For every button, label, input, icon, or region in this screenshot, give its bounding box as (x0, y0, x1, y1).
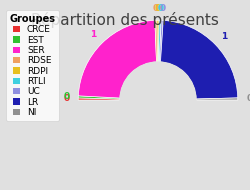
Circle shape (120, 62, 196, 138)
Wedge shape (158, 20, 161, 62)
Text: 0: 0 (63, 92, 69, 101)
Wedge shape (78, 96, 120, 99)
Text: 0: 0 (152, 4, 159, 13)
Text: 0: 0 (247, 94, 250, 103)
Text: 0: 0 (160, 4, 166, 13)
Wedge shape (155, 20, 158, 62)
Wedge shape (78, 98, 120, 100)
Text: 0: 0 (63, 94, 69, 103)
Text: 0: 0 (155, 4, 161, 13)
Text: 1: 1 (221, 32, 227, 41)
Text: 1: 1 (90, 30, 97, 39)
Text: Répartition des présents: Répartition des présents (31, 12, 219, 28)
Wedge shape (157, 20, 159, 62)
Legend: CRCE, EST, SER, RDSE, RDPI, RTLI, UC, LR, NI: CRCE, EST, SER, RDSE, RDPI, RTLI, UC, LR… (6, 10, 59, 121)
Wedge shape (196, 98, 238, 100)
Text: 0: 0 (157, 4, 164, 13)
Wedge shape (160, 20, 163, 62)
Wedge shape (160, 20, 238, 99)
Wedge shape (78, 20, 156, 98)
